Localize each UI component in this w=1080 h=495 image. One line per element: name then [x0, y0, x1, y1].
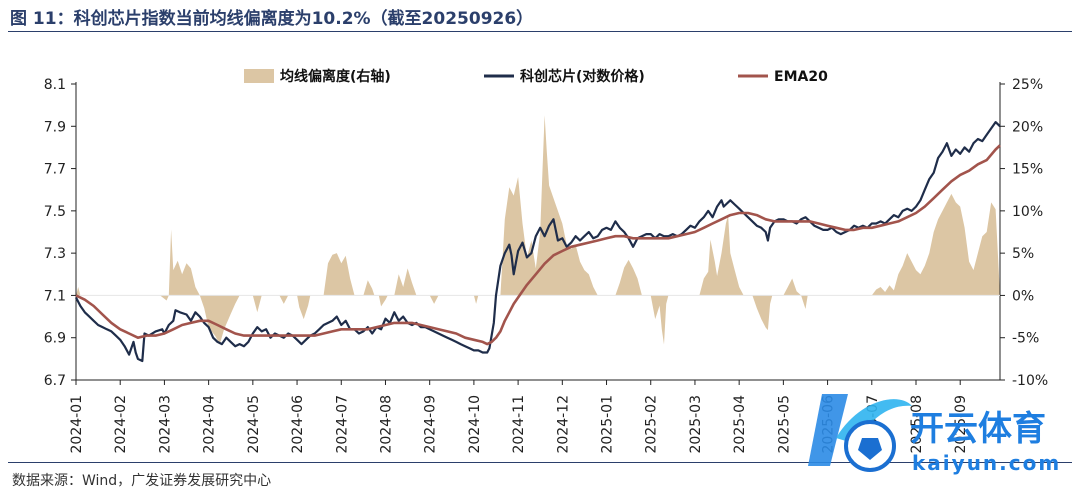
- y-right-tick-label: -5%: [1012, 331, 1039, 347]
- y-left-tick-label: 8.1: [44, 77, 66, 93]
- x-tick-label: 2024-01: [69, 395, 85, 454]
- y-left-tick-label: 7.9: [44, 119, 66, 135]
- watermark-brand-url: kaiyun.com: [912, 451, 1061, 475]
- axes-layer: 6.7 6.9 7.1 7.3 7.5 7.7 7.9 8.1 -10% -5% 0% 5% 10% 15…: [44, 77, 1048, 454]
- y-left-tick-label: 7.3: [44, 246, 66, 262]
- figure-title: 图 11：科创芯片指数当前均线偏离度为10.2%（截至20250926）: [10, 9, 534, 29]
- source-rule: [8, 462, 1072, 463]
- watermark-ball-panel: [858, 438, 882, 460]
- legend: 均线偏离度(右轴) 科创芯片(对数价格) EMA20: [244, 68, 828, 85]
- y-right-tick-label: 20%: [1012, 119, 1043, 135]
- y-left-tick-label: 7.5: [44, 204, 66, 220]
- x-tick-label: 2024-03: [157, 395, 173, 454]
- legend-swatch-deviation: [244, 69, 274, 83]
- y-left-tick-label: 7.1: [44, 288, 66, 304]
- y-right-tick-label: 0%: [1012, 288, 1034, 304]
- watermark-k-mark: [808, 394, 848, 466]
- y-left-tick-label: 6.9: [44, 331, 66, 347]
- x-tick-label: 2024-04: [202, 395, 218, 454]
- x-tick-label: 2025-03: [688, 395, 704, 454]
- x-tick-label: 2024-08: [378, 395, 394, 454]
- y-right-tick-label: 15%: [1012, 162, 1043, 178]
- source-note: 数据来源：Wind，广发证券发展研究中心: [12, 473, 272, 489]
- legend-label-ema: EMA20: [774, 69, 828, 85]
- x-tick-label: 2025-04: [732, 395, 748, 454]
- x-tick-label: 2025-01: [600, 395, 616, 454]
- y-left-tick-label: 7.7: [44, 162, 66, 178]
- chart: 6.7 6.9 7.1 7.3 7.5 7.7 7.9 8.1 -10% -5% 0% 5% 10% 15…: [44, 68, 1048, 454]
- watermark-logo: 开云体育 kaiyun.com: [808, 394, 1061, 475]
- y-left-tick-label: 6.7: [44, 373, 66, 389]
- x-tick-label: 2024-12: [555, 395, 571, 454]
- watermark-brand-cn: 开云体育: [910, 409, 1046, 449]
- title-rule: [8, 31, 1072, 32]
- y-right-tick-label: -10%: [1012, 373, 1048, 389]
- y-right-tick-label: 10%: [1012, 204, 1043, 220]
- y-right-tick-label: 5%: [1012, 246, 1034, 262]
- x-tick-label: 2024-05: [246, 395, 262, 454]
- x-tick-label: 2025-09: [953, 395, 969, 454]
- x-tick-label: 2025-08: [909, 395, 925, 454]
- x-tick-label: 2025-02: [644, 395, 660, 454]
- legend-label-deviation: 均线偏离度(右轴): [280, 68, 391, 85]
- series-index-line: [75, 121, 1001, 363]
- x-tick-label: 2024-11: [511, 395, 527, 454]
- legend-label-index: 科创芯片(对数价格): [520, 68, 645, 85]
- x-tick-label: 2024-10: [467, 395, 483, 454]
- x-tick-label: 2025-05: [776, 395, 792, 454]
- x-tick-label: 2024-02: [113, 395, 129, 454]
- x-tick-label: 2024-07: [334, 395, 350, 454]
- x-tick-label: 2024-09: [423, 395, 439, 454]
- lines-layer: [75, 121, 1001, 363]
- series-ema20-line: [75, 144, 1001, 346]
- y-right-tick-label: 25%: [1012, 77, 1043, 93]
- x-tick-label: 2024-06: [290, 395, 306, 454]
